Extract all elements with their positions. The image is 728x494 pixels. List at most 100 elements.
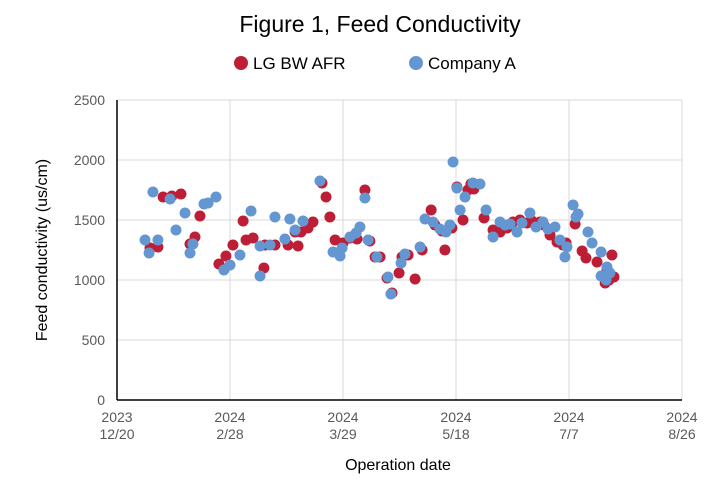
x-tick-label: 2024 3/29 bbox=[327, 409, 358, 442]
point-lg-bw-afr[interactable] bbox=[580, 252, 592, 264]
legend-label-company-a: Company A bbox=[428, 54, 517, 73]
point-lg-bw-afr[interactable] bbox=[591, 256, 603, 268]
point-company-a[interactable] bbox=[254, 240, 266, 252]
point-company-a[interactable] bbox=[314, 175, 326, 187]
point-company-a[interactable] bbox=[561, 241, 573, 253]
point-company-a[interactable] bbox=[224, 259, 236, 271]
point-company-a[interactable] bbox=[524, 207, 536, 219]
point-company-a[interactable] bbox=[139, 234, 151, 246]
gridlines bbox=[117, 99, 683, 400]
y-tick-label: 500 bbox=[82, 332, 106, 348]
point-lg-bw-afr[interactable] bbox=[227, 239, 239, 251]
point-company-a[interactable] bbox=[604, 267, 616, 279]
point-lg-bw-afr[interactable] bbox=[606, 249, 618, 261]
point-company-a[interactable] bbox=[444, 219, 456, 231]
point-lg-bw-afr[interactable] bbox=[359, 184, 371, 196]
point-company-a[interactable] bbox=[582, 226, 594, 238]
point-company-a[interactable] bbox=[354, 221, 366, 233]
point-company-a[interactable] bbox=[516, 217, 528, 229]
point-lg-bw-afr[interactable] bbox=[220, 250, 232, 262]
point-company-a[interactable] bbox=[202, 197, 214, 209]
legend-item-company-a[interactable]: Company A bbox=[409, 54, 517, 73]
point-company-a[interactable] bbox=[245, 205, 257, 217]
point-lg-bw-afr[interactable] bbox=[307, 216, 319, 228]
point-company-a[interactable] bbox=[284, 213, 296, 225]
point-company-a[interactable] bbox=[187, 238, 199, 250]
point-company-a[interactable] bbox=[152, 234, 164, 246]
point-lg-bw-afr[interactable] bbox=[457, 214, 469, 226]
point-company-a[interactable] bbox=[487, 231, 499, 243]
y-tick-label: 1500 bbox=[74, 212, 105, 228]
point-company-a[interactable] bbox=[362, 234, 374, 246]
point-lg-bw-afr[interactable] bbox=[409, 273, 421, 285]
point-company-a[interactable] bbox=[447, 156, 459, 168]
point-company-a[interactable] bbox=[567, 199, 579, 211]
x-tick-label: 2023 12/20 bbox=[99, 409, 134, 442]
point-company-a[interactable] bbox=[399, 248, 411, 260]
point-company-a[interactable] bbox=[572, 208, 584, 220]
x-tick-label: 2024 8/26 bbox=[666, 409, 697, 442]
point-company-a[interactable] bbox=[147, 186, 159, 198]
point-lg-bw-afr[interactable] bbox=[194, 210, 206, 222]
point-company-a[interactable] bbox=[279, 233, 291, 245]
point-company-a[interactable] bbox=[336, 242, 348, 254]
point-company-a[interactable] bbox=[474, 178, 486, 190]
point-lg-bw-afr[interactable] bbox=[324, 211, 336, 223]
point-lg-bw-afr[interactable] bbox=[425, 204, 437, 216]
x-axis-title: Operation date bbox=[345, 457, 451, 474]
point-company-a[interactable] bbox=[480, 204, 492, 216]
y-tick-label: 2000 bbox=[74, 152, 105, 168]
point-company-a[interactable] bbox=[595, 246, 607, 258]
point-company-a[interactable] bbox=[179, 207, 191, 219]
point-company-a[interactable] bbox=[269, 211, 281, 223]
point-company-a[interactable] bbox=[549, 221, 561, 233]
legend-marker-company-a bbox=[409, 56, 423, 70]
legend-label-lg-bw-afr: LG BW AFR bbox=[253, 54, 346, 73]
y-tick-label: 2500 bbox=[74, 92, 105, 108]
y-tick-label: 1000 bbox=[74, 272, 105, 288]
point-company-a[interactable] bbox=[371, 251, 383, 263]
point-company-a[interactable] bbox=[254, 270, 266, 282]
point-company-a[interactable] bbox=[427, 216, 439, 228]
point-company-a[interactable] bbox=[511, 226, 523, 238]
point-company-a[interactable] bbox=[297, 215, 309, 227]
point-company-a[interactable] bbox=[454, 204, 466, 216]
point-company-a[interactable] bbox=[234, 249, 246, 261]
point-company-a[interactable] bbox=[559, 251, 571, 263]
x-tick-label: 2024 2/28 bbox=[214, 409, 245, 442]
x-tick-labels: 2023 12/20 2024 2/28 2024 3/29 2024 5/18 2024 7/7… bbox=[99, 409, 697, 442]
point-company-a[interactable] bbox=[210, 191, 222, 203]
point-lg-bw-afr[interactable] bbox=[247, 232, 259, 244]
data-points bbox=[139, 156, 620, 300]
point-company-a[interactable] bbox=[395, 257, 407, 269]
point-lg-bw-afr[interactable] bbox=[320, 191, 332, 203]
point-company-a[interactable] bbox=[382, 271, 394, 283]
legend-item-lg-bw-afr[interactable]: LG BW AFR bbox=[234, 54, 346, 73]
point-company-a[interactable] bbox=[184, 247, 196, 259]
point-company-a[interactable] bbox=[451, 182, 463, 194]
point-lg-bw-afr[interactable] bbox=[393, 267, 405, 279]
y-axis-title: Feed conductivity (us/cm) bbox=[34, 159, 51, 341]
point-company-a[interactable] bbox=[504, 218, 516, 230]
point-company-a[interactable] bbox=[264, 239, 276, 251]
point-company-a[interactable] bbox=[385, 288, 397, 300]
point-company-a[interactable] bbox=[359, 192, 371, 204]
point-company-a[interactable] bbox=[586, 237, 598, 249]
point-lg-bw-afr[interactable] bbox=[175, 188, 187, 200]
point-company-a[interactable] bbox=[143, 247, 155, 259]
point-company-a[interactable] bbox=[414, 241, 426, 253]
y-tick-labels: 0 500 1000 1500 2000 2500 bbox=[74, 92, 105, 408]
point-company-a[interactable] bbox=[289, 224, 301, 236]
point-company-a[interactable] bbox=[554, 234, 566, 246]
legend-marker-lg-bw-afr bbox=[234, 56, 248, 70]
point-company-a[interactable] bbox=[459, 191, 471, 203]
chart-title: Figure 1, Feed Conductivity bbox=[239, 11, 521, 37]
legend: LG BW AFR Company A bbox=[234, 54, 517, 73]
point-lg-bw-afr[interactable] bbox=[439, 244, 451, 256]
point-company-a[interactable] bbox=[170, 224, 182, 236]
point-company-a[interactable] bbox=[164, 193, 176, 205]
axes bbox=[116, 100, 682, 401]
point-lg-bw-afr[interactable] bbox=[292, 240, 304, 252]
point-lg-bw-afr[interactable] bbox=[237, 215, 249, 227]
